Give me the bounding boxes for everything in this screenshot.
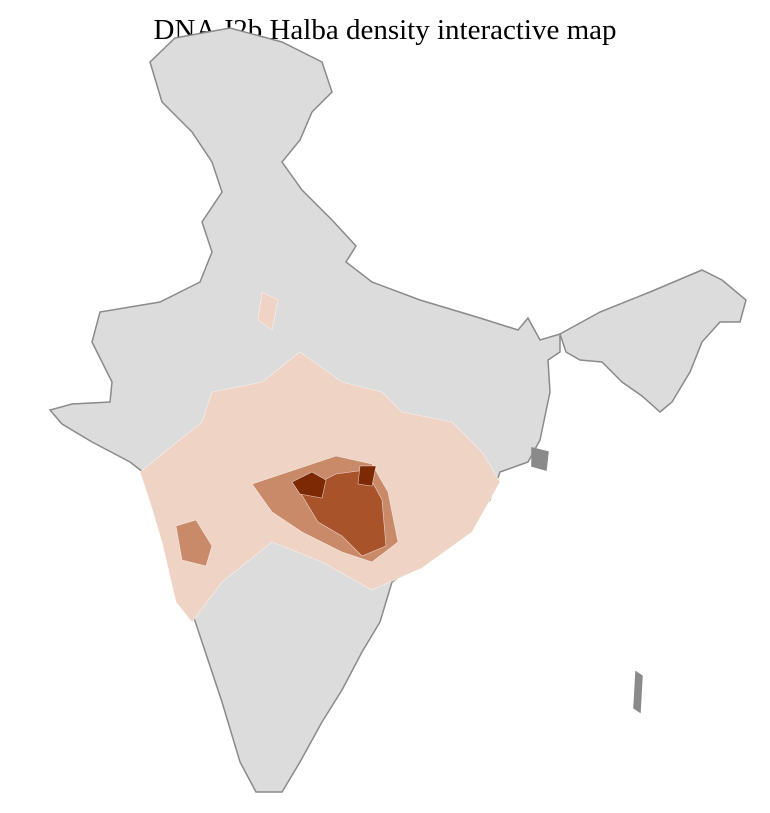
region-halba-core-east[interactable] — [357, 465, 377, 487]
region-western-maharashtra[interactable] — [175, 519, 213, 567]
region-north-patch[interactable] — [257, 291, 279, 331]
sundarbans-coast — [531, 447, 549, 471]
andaman-islands — [633, 670, 643, 714]
india-northeast[interactable] — [559, 269, 747, 413]
region-halba-core[interactable] — [291, 471, 327, 499]
